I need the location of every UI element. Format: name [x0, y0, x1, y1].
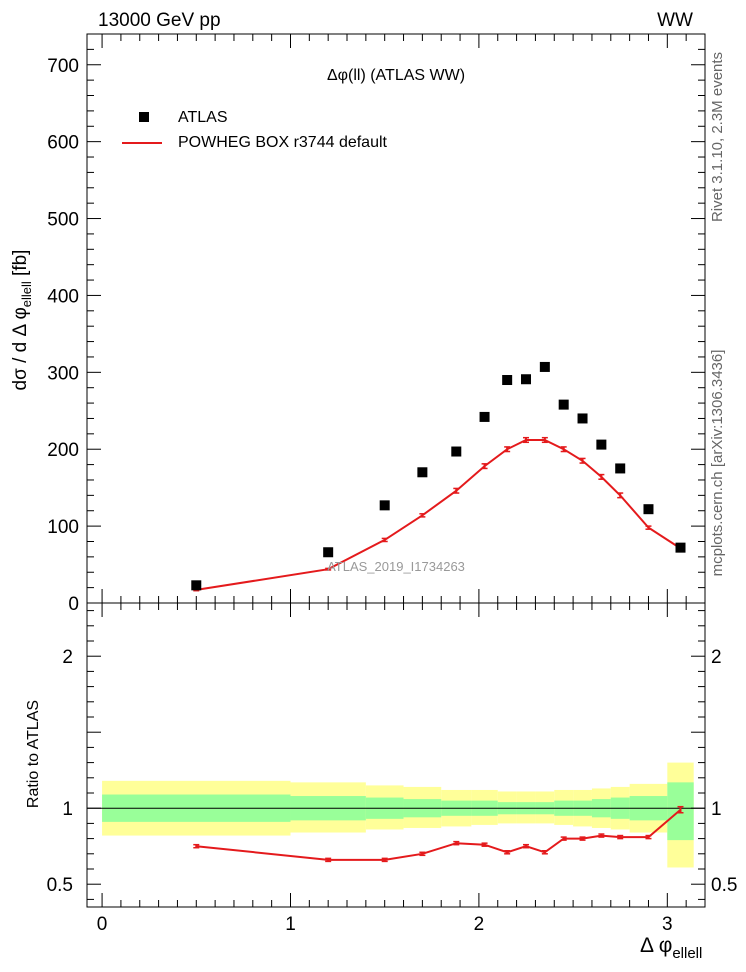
main-frame [86, 33, 706, 604]
legend-mc-label: POWHEG BOX r3744 default [178, 134, 388, 151]
ratio-marks [87, 805, 705, 863]
atlas-data-point [643, 504, 654, 515]
header-energy-label: 13000 GeV pp [98, 10, 221, 31]
y-tick-label: 700 [47, 56, 79, 77]
ratio-background [87, 603, 705, 907]
y-tick-label: 500 [47, 210, 79, 231]
chart-title: Δφ(ll) (ATLAS WW) [327, 67, 465, 84]
y-tick-label: 400 [47, 286, 79, 307]
header-process-label: WW [657, 10, 693, 31]
mcplots-label: mcplots.cern.ch [arXiv:1306.3436] [709, 350, 726, 577]
y-tick-label: 200 [47, 440, 79, 461]
ratio-plot-area [87, 603, 705, 907]
atlas-data-point [558, 399, 569, 410]
legend-atlas-label: ATLAS [178, 109, 228, 126]
ratio-y-tick-label-left: 0.5 [47, 875, 73, 896]
ratio-y-tick-label-right: 1 [711, 799, 722, 820]
legend-atlas-marker [139, 112, 149, 122]
main-y-axis-label: dσ / d Δ φellell [fb] [10, 250, 34, 391]
atlas-data-point [675, 542, 686, 553]
analysis-watermark: ATLAS_2019_I1734263 [327, 559, 465, 574]
y-tick-label: 300 [47, 363, 79, 384]
ratio-y-tick-label-left: 1 [62, 799, 73, 820]
atlas-data-point [615, 463, 626, 474]
y-tick-label: 0 [68, 594, 79, 615]
atlas-data-point [417, 467, 428, 478]
atlas-data-point [191, 580, 202, 591]
legend: ATLAS POWHEG BOX r3744 default [122, 109, 388, 151]
atlas-data-point [451, 446, 462, 457]
main-marks [191, 361, 686, 592]
x-tick-label: 3 [662, 914, 673, 935]
x-tick-label: 2 [474, 914, 485, 935]
atlas-data-point [479, 411, 490, 422]
x-axis-label: Δ φellell [640, 934, 702, 962]
atlas-data-point [539, 361, 550, 372]
ratio-panel: 0.5 0.5 1 1 2 2 0 1 2 3 Ratio to ATLAS Δ φellell [25, 602, 737, 962]
ratio-ticks: 0.5 0.5 1 1 2 2 0 1 2 3 [47, 602, 737, 935]
y-tick-label: 100 [47, 517, 79, 538]
main-panel: 0 100 200 300 400 500 600 700 Δφ(ll) (ATLAS WW)… [10, 33, 706, 615]
atlas-data-point [502, 375, 513, 386]
atlas-data-point [521, 374, 532, 385]
atlas-data-point [379, 500, 390, 511]
main-plot-area [86, 33, 706, 604]
atlas-data-point [323, 547, 334, 558]
atlas-data-point [596, 439, 607, 450]
y-tick-label: 600 [47, 133, 79, 154]
atlas-data-point [577, 413, 588, 424]
x-tick-label: 1 [285, 914, 296, 935]
rivet-version-label: Rivet 3.1.10, 2.3M events [709, 52, 726, 222]
main-ticks: 0 100 200 300 400 500 600 700 [47, 33, 706, 615]
ratio-frame [86, 602, 706, 908]
x-tick-label: 0 [97, 914, 108, 935]
ratio-y-tick-label-right: 2 [711, 647, 722, 668]
ratio-y-tick-label-right: 0.5 [711, 875, 737, 896]
ratio-y-axis-label: Ratio to ATLAS [25, 700, 42, 808]
ratio-y-tick-label-left: 2 [62, 647, 73, 668]
